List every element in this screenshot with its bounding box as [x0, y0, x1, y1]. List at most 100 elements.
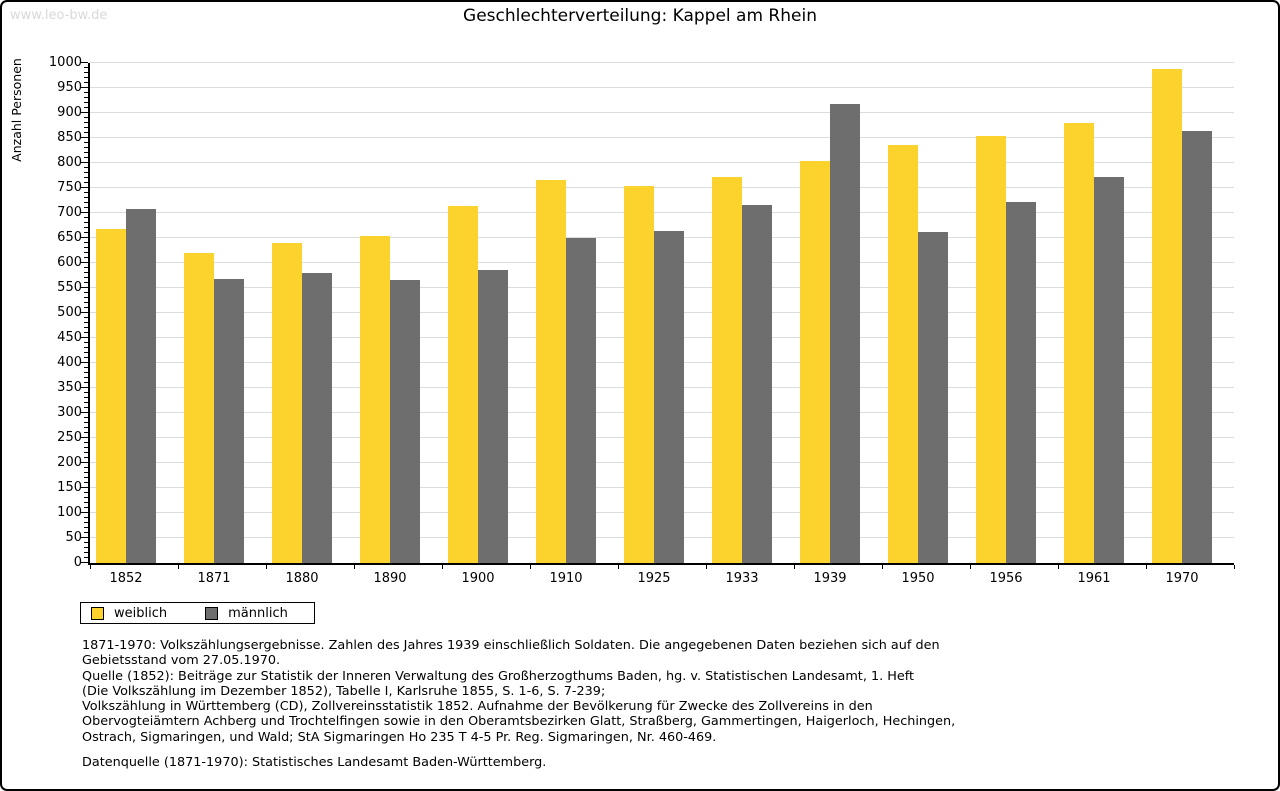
x-axis-tick — [970, 565, 971, 569]
x-axis-tick — [266, 565, 267, 569]
y-tick-minor — [84, 297, 88, 298]
y-tick-label: 350 — [57, 380, 82, 395]
footnote-line: 1871-1970: Volkszählungsergebnisse. Zahl… — [82, 638, 940, 653]
x-tick-label: 1950 — [901, 571, 935, 586]
y-tick-minor — [84, 272, 88, 273]
y-tick-major — [81, 512, 88, 513]
y-tick-minor — [84, 192, 88, 193]
y-tick-minor — [84, 232, 88, 233]
y-tick-label: 100 — [57, 505, 82, 520]
y-tick-minor — [84, 177, 88, 178]
x-axis-tick — [1146, 565, 1147, 569]
watermark-url: www.leo-bw.de — [10, 8, 108, 23]
bar-männlich-1925 — [654, 231, 684, 563]
y-tick-minor — [84, 427, 88, 428]
bar-männlich-1880 — [302, 273, 332, 563]
x-tick-label: 1970 — [1165, 571, 1199, 586]
y-tick-minor — [84, 507, 88, 508]
y-tick-minor — [84, 447, 88, 448]
y-tick-minor — [84, 502, 88, 503]
y-tick-minor — [84, 172, 88, 173]
y-tick-minor — [84, 72, 88, 73]
y-tick-label: 850 — [57, 130, 82, 145]
y-tick-minor — [84, 222, 88, 223]
y-tick-minor — [84, 382, 88, 383]
gridline-900 — [90, 112, 1234, 113]
y-tick-minor — [84, 422, 88, 423]
y-tick-label: 150 — [57, 480, 82, 495]
y-tick-minor — [84, 407, 88, 408]
bar-männlich-1871 — [214, 279, 244, 563]
y-tick-label: 600 — [57, 255, 82, 270]
bar-weiblich-1933 — [712, 177, 742, 563]
y-tick-minor — [84, 497, 88, 498]
x-axis-tick — [706, 565, 707, 569]
y-tick-minor — [84, 277, 88, 278]
footnote-block: 1871-1970: Volkszählungsergebnisse. Zahl… — [82, 638, 955, 770]
legend-label-maennlich: männlich — [228, 605, 288, 621]
legend: weiblich männlich — [80, 602, 315, 624]
y-tick-minor — [84, 467, 88, 468]
y-tick-minor — [84, 92, 88, 93]
y-tick-major — [81, 362, 88, 363]
legend-label-weiblich: weiblich — [114, 605, 168, 621]
y-tick-label: 400 — [57, 355, 82, 370]
y-tick-minor — [84, 117, 88, 118]
y-tick-minor — [84, 417, 88, 418]
y-tick-minor — [84, 557, 88, 558]
bar-weiblich-1900 — [448, 206, 478, 563]
y-tick-major — [81, 87, 88, 88]
y-tick-label: 950 — [57, 80, 82, 95]
y-tick-minor — [84, 367, 88, 368]
y-tick-minor — [84, 397, 88, 398]
y-tick-minor — [84, 307, 88, 308]
gridline-800 — [90, 162, 1234, 163]
y-tick-label: 50 — [65, 530, 82, 545]
y-tick-major — [81, 437, 88, 438]
y-tick-minor — [84, 522, 88, 523]
y-tick-minor — [84, 247, 88, 248]
y-tick-major — [81, 412, 88, 413]
y-tick-minor — [84, 152, 88, 153]
y-tick-minor — [84, 157, 88, 158]
y-tick-major — [81, 237, 88, 238]
gridline-750 — [90, 187, 1234, 188]
y-tick-major — [81, 62, 88, 63]
y-tick-minor — [84, 197, 88, 198]
y-tick-minor — [84, 102, 88, 103]
x-tick-label: 1890 — [373, 571, 407, 586]
y-tick-label: 900 — [57, 105, 82, 120]
legend-swatch-weiblich — [91, 606, 104, 620]
x-axis-tick — [882, 565, 883, 569]
y-tick-minor — [84, 442, 88, 443]
y-tick-minor — [84, 227, 88, 228]
y-tick-minor — [84, 547, 88, 548]
x-tick-label: 1910 — [549, 571, 583, 586]
x-tick-label: 1852 — [109, 571, 143, 586]
y-tick-major — [81, 312, 88, 313]
y-tick-label: 450 — [57, 330, 82, 345]
y-tick-minor — [84, 332, 88, 333]
y-tick-label: 700 — [57, 205, 82, 220]
y-tick-minor — [84, 182, 88, 183]
x-axis-tick — [178, 565, 179, 569]
y-tick-label: 0 — [73, 555, 82, 570]
y-tick-minor — [84, 242, 88, 243]
y-tick-minor — [84, 372, 88, 373]
y-tick-label: 200 — [57, 455, 82, 470]
y-tick-minor — [84, 402, 88, 403]
x-tick-label: 1880 — [285, 571, 319, 586]
bar-männlich-1910 — [566, 238, 596, 563]
y-tick-label: 800 — [57, 155, 82, 170]
y-tick-minor — [84, 342, 88, 343]
gridline-1000 — [90, 62, 1234, 63]
bar-weiblich-1970 — [1152, 69, 1182, 563]
y-tick-major — [81, 487, 88, 488]
y-tick-minor — [84, 457, 88, 458]
footnote-line: Gebietsstand vom 27.05.1970. — [82, 653, 281, 669]
bar-weiblich-1939 — [800, 161, 830, 563]
x-axis-tick — [90, 565, 91, 569]
y-tick-label: 500 — [57, 305, 82, 320]
footnote-line: Volkszählung in Württemberg (CD), Zollve… — [82, 699, 873, 715]
bar-weiblich-1880 — [272, 243, 302, 563]
